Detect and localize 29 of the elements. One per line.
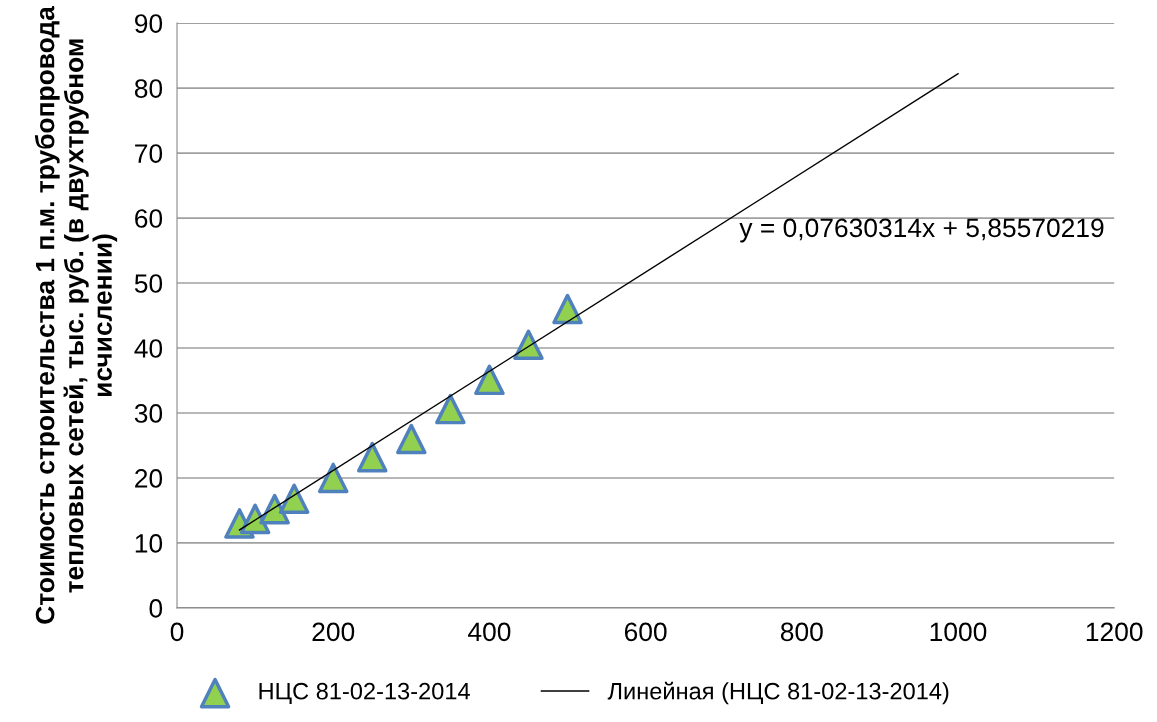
x-tick-label: 600 bbox=[624, 622, 667, 642]
y-tick-label: 0 bbox=[149, 599, 163, 618]
y-axis-title: Стоимость строительства 1 п.м. трубопровода тепловых сетей, тыс. руб. (в двухтрубном исчислении) bbox=[34, 6, 118, 624]
y-tick-label: 40 bbox=[134, 339, 163, 358]
y-tick-label: 60 bbox=[135, 209, 163, 228]
x-tick-label: 0 bbox=[170, 622, 184, 642]
x-tick-label: 1000 bbox=[930, 622, 987, 642]
x-tick-label: 400 bbox=[468, 622, 511, 642]
point bbox=[278, 483, 310, 515]
x-tick-label: 200 bbox=[312, 622, 355, 642]
legend-label: Линейная (НЦС 81-02-13-2014) bbox=[607, 681, 949, 705]
legend-label: НЦС 81-02-13-2014 bbox=[259, 682, 470, 705]
y-tick-label: 10 bbox=[135, 534, 163, 553]
point bbox=[396, 423, 427, 455]
x-tick-label: 1200 bbox=[1086, 622, 1143, 642]
y-tick-label: 20 bbox=[135, 469, 163, 488]
y-tick-label: 80 bbox=[134, 79, 163, 98]
y-tick-label: 70 bbox=[135, 144, 163, 163]
y-tick-label: 30 bbox=[134, 404, 163, 423]
point bbox=[552, 293, 583, 325]
point bbox=[317, 462, 349, 494]
y-tick-label: 90 bbox=[135, 14, 163, 33]
annotation: y = 0,07630314x + 5,85570219 bbox=[739, 218, 1104, 243]
point bbox=[435, 393, 466, 425]
y-tick-label: 50 bbox=[134, 274, 163, 293]
point bbox=[513, 329, 544, 361]
point bbox=[356, 441, 388, 473]
point bbox=[474, 364, 505, 396]
x-tick-label: 800 bbox=[780, 622, 823, 642]
